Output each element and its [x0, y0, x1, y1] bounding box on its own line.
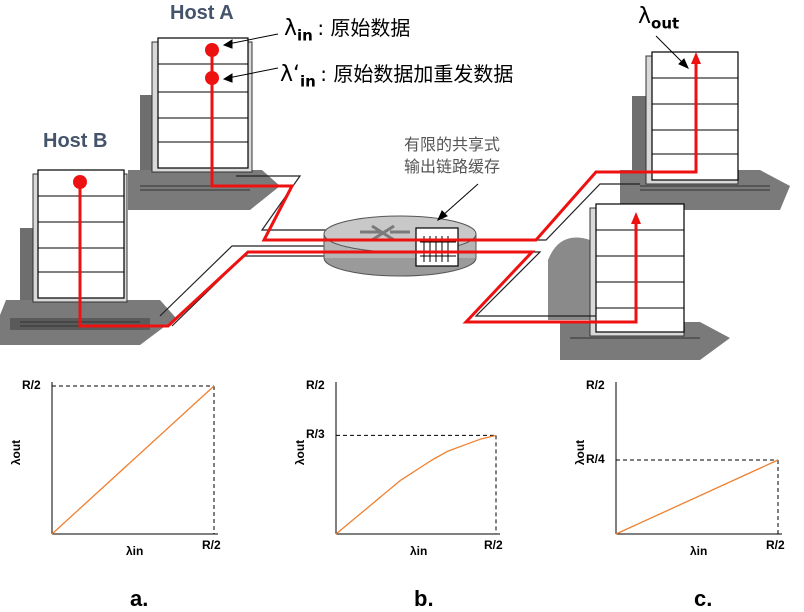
chart-2-x-label: λin [690, 544, 708, 558]
host-a-computer [128, 37, 280, 210]
lambda-out-symbol: λ [638, 4, 652, 29]
chart-1-x-tick-0: R/2 [484, 538, 503, 552]
chart-2-y-tick-1: R/4 [586, 452, 605, 466]
chart-0-panel-label: a. [130, 586, 149, 611]
host-a-label: Host A [170, 2, 234, 24]
host-a-flow [210, 50, 698, 242]
lambda-in-prime-symbol: λ‘ [280, 62, 301, 87]
lambda-in-annotation: λin : 原始数据 [284, 12, 410, 44]
chart-1-x-label: λin [410, 544, 428, 558]
router-caption-line2: 输出链路缓存 [404, 157, 501, 176]
router-caption-line1: 有限的共享式 [404, 135, 501, 154]
chart-2-panel-label: c. [694, 586, 713, 611]
chart-1-y-label: λout [293, 439, 308, 466]
chart-0-y-label: λout [9, 439, 24, 466]
lambda-in-description: : 原始数据 [317, 16, 411, 40]
lambda-out-subscript: out [651, 14, 680, 33]
network-diagram [0, 33, 790, 360]
chart-1-y-tick-0: R/2 [306, 378, 325, 392]
flow-paths [78, 50, 698, 328]
host-b-source-dot [73, 175, 87, 189]
chart-1-panel-label: b. [414, 586, 434, 611]
host-a-source-dot [205, 43, 219, 57]
chart-0-y-tick-0: R/2 [22, 378, 41, 392]
output-buffer [415, 227, 459, 267]
lambda-in-prime-description: : 原始数据加重发数据 [320, 62, 514, 86]
chart-1-series-0-line [335, 434, 497, 535]
router [323, 215, 477, 277]
lambda-in-prime-annotation: λ‘in : 原始数据加重发数据 [280, 58, 513, 90]
lambda-out-annotation: λout [638, 4, 679, 32]
receiver-top-computer [620, 51, 790, 210]
lambda-in-prime-subscript: in [300, 72, 316, 91]
router-buffer-caption: 有限的共享式 输出链路缓存 [404, 134, 500, 178]
host-b-label: Host B [43, 130, 108, 152]
chart-2-y-tick-0: R/2 [586, 378, 605, 392]
chart-1-y-tick-1: R/3 [306, 427, 325, 442]
host-b-flow [78, 182, 638, 328]
throughput-charts [51, 382, 782, 535]
lambda-in-subscript: in [297, 26, 313, 45]
receiver-bottom-computer [548, 203, 730, 360]
flow-arrowheads [631, 52, 701, 224]
chart-0-x-label: λin [126, 544, 144, 558]
chart-2-series-0-line [615, 459, 779, 535]
annotation-arrows [222, 33, 689, 221]
chart-2-x-tick-0: R/2 [766, 538, 785, 552]
chart-0-series-0-line [51, 385, 215, 535]
chart-2-y-label: λout [573, 439, 588, 466]
lambda-in-symbol: λ [284, 16, 298, 41]
chart-0-x-tick-0: R/2 [202, 538, 221, 552]
host-a-retransmit-dot [205, 71, 219, 85]
